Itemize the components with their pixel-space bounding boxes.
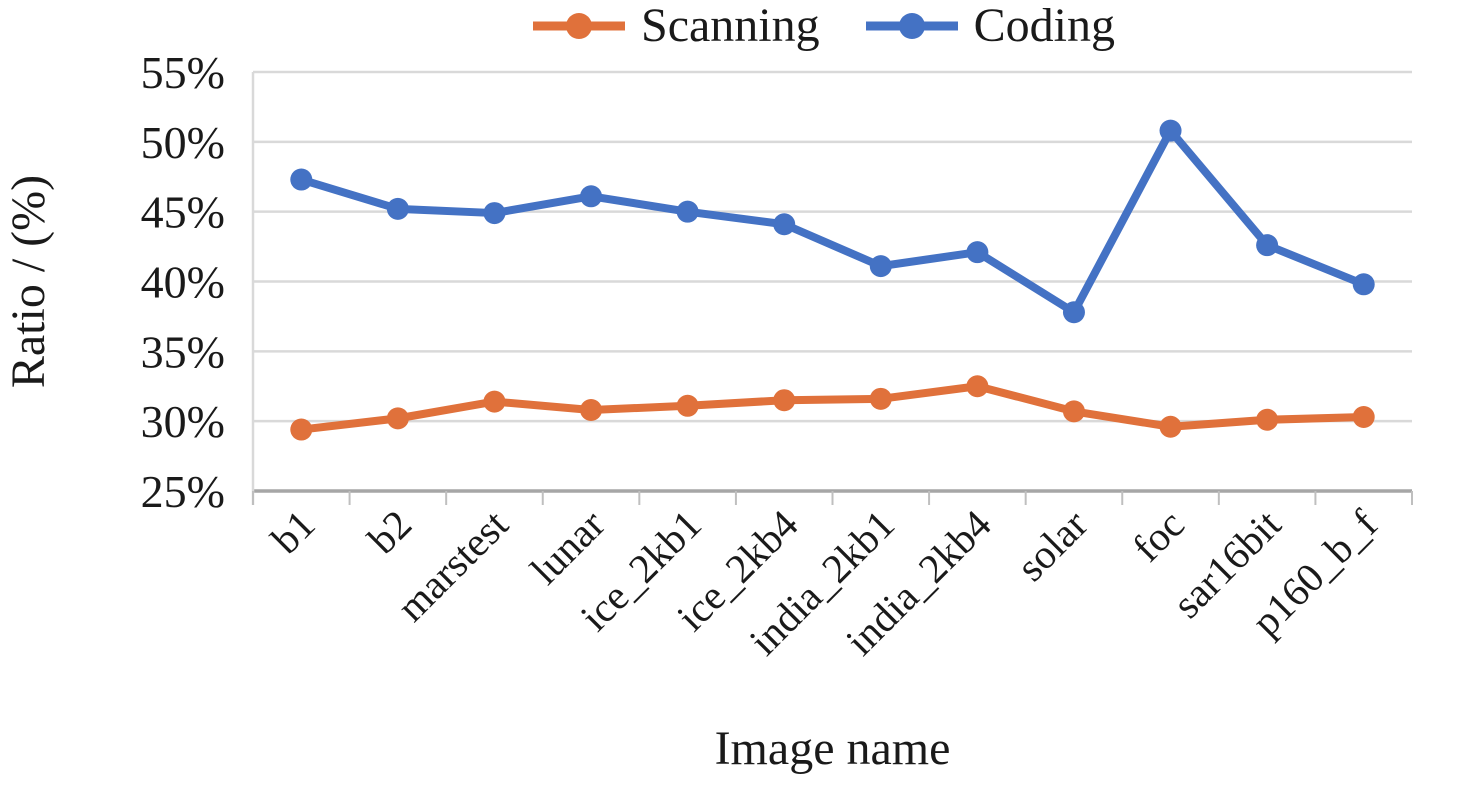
legend-label-scanning: Scanning [641,0,820,52]
x-tick-label: solar [1007,501,1096,590]
legend-item-coding: Coding [864,2,1115,50]
data-point-scanning-ice_2kb4 [773,389,796,412]
data-point-scanning-solar [1062,400,1085,423]
data-point-coding-p160_b_f [1352,273,1375,296]
y-tick-label: 55% [141,47,225,98]
data-point-scanning-ice_2kb1 [676,394,699,417]
data-point-scanning-sar16bit [1256,408,1279,431]
x-tick-label: b2 [359,501,421,563]
x-tick-label: b1 [262,501,324,563]
data-point-coding-lunar [580,185,603,208]
data-point-coding-b2 [386,197,409,220]
series-line-coding [300,126,1366,317]
scanning-line-marker-icon [533,13,625,39]
coding-line-marker-icon [865,13,958,39]
data-point-coding-ice_2kb1 [676,200,699,223]
x-axis-title: Image name [715,722,951,775]
y-axis-title: Ratio / (%) [2,175,55,388]
data-point-scanning-india_2kb4 [966,375,989,398]
data-point-coding-india_2kb1 [869,255,892,278]
data-point-coding-foc [1159,119,1182,142]
series-scanning [290,375,1375,441]
data-point-coding-marstest [483,202,506,225]
data-point-coding-ice_2kb4 [773,213,796,236]
y-tick-label: 25% [141,466,225,517]
legend-label-coding: Coding [973,0,1115,52]
data-point-coding-solar [1062,301,1085,324]
series-line-scanning [300,382,1364,434]
data-point-scanning-india_2kb1 [869,387,892,410]
data-point-coding-india_2kb4 [966,241,989,264]
y-tick-label: 35% [141,326,225,377]
y-tick-label: 45% [141,187,225,238]
x-tick-label: marstest [388,500,518,630]
data-point-scanning-marstest [483,390,506,413]
data-point-scanning-foc [1159,415,1182,438]
chart-legend: Scanning Coding [0,2,1476,50]
data-point-coding-b1 [290,168,313,191]
data-point-scanning-b1 [290,418,313,441]
data-point-scanning-p160_b_f [1352,405,1375,428]
x-tick-label: foc [1123,501,1193,571]
data-point-scanning-lunar [580,398,603,421]
y-tick-label: 30% [141,396,225,447]
y-tick-label: 40% [141,257,225,308]
legend-item-scanning: Scanning [531,2,820,50]
y-tick-label: 50% [141,117,225,168]
data-point-coding-sar16bit [1256,234,1279,257]
series-coding [290,119,1375,324]
data-point-scanning-b2 [386,407,409,430]
